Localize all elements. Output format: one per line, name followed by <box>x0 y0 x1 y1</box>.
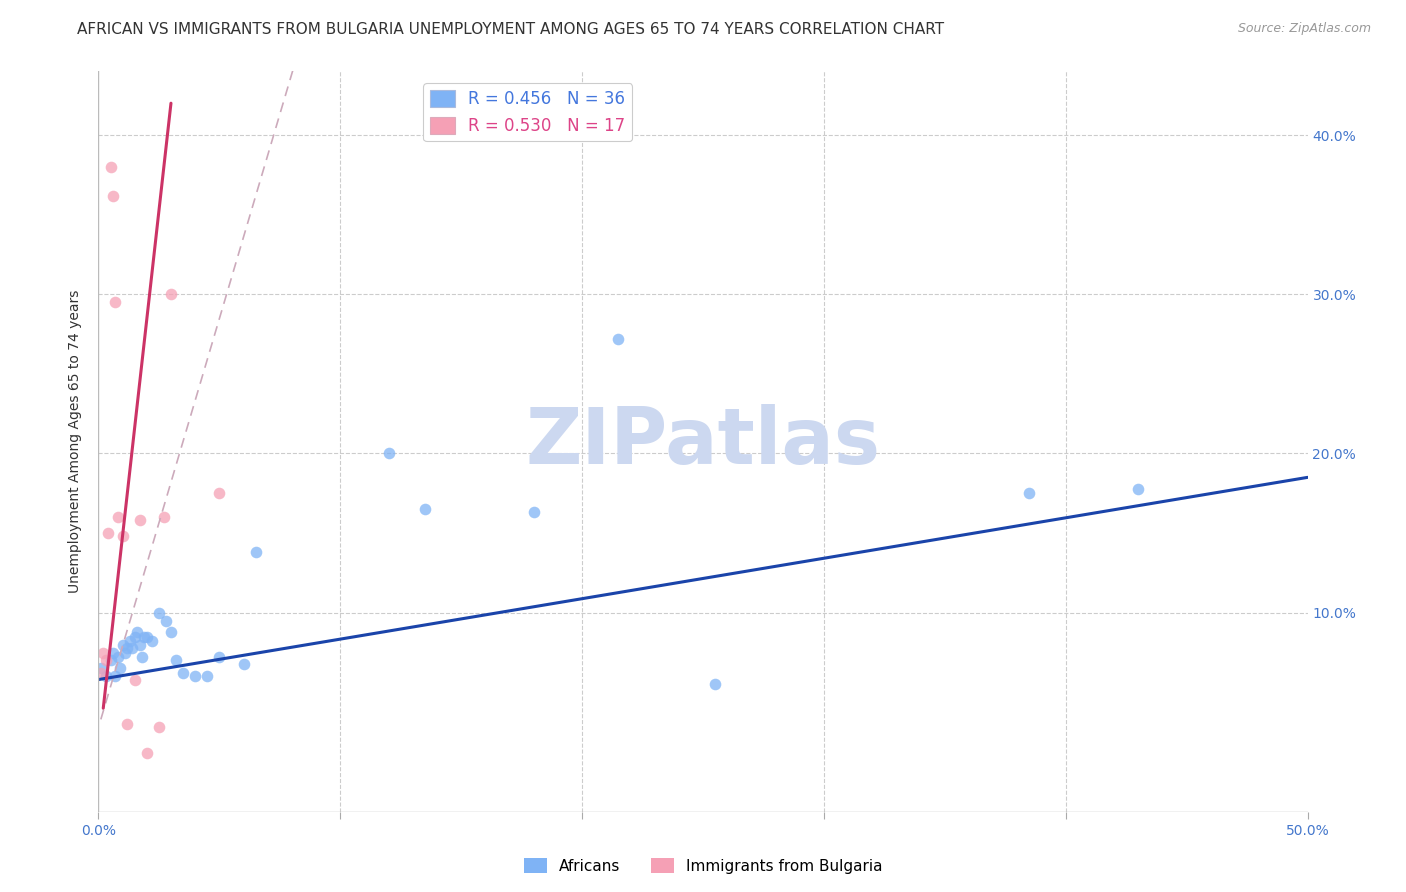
Point <box>208 650 231 665</box>
Point <box>155 614 177 628</box>
Point <box>184 669 207 683</box>
Point <box>141 634 163 648</box>
Point <box>232 657 254 671</box>
Text: AFRICAN VS IMMIGRANTS FROM BULGARIA UNEMPLOYMENT AMONG AGES 65 TO 74 YEARS CORRE: AFRICAN VS IMMIGRANTS FROM BULGARIA UNEM… <box>77 22 945 37</box>
Point <box>704 677 727 691</box>
Point <box>101 646 124 660</box>
Point <box>135 630 157 644</box>
Point <box>118 634 141 648</box>
Point <box>1018 486 1040 500</box>
Point <box>111 638 134 652</box>
Point <box>107 510 129 524</box>
Point <box>108 661 131 675</box>
Point <box>152 510 174 524</box>
Point <box>208 486 231 500</box>
Point <box>523 505 546 519</box>
Point <box>104 295 127 310</box>
Point <box>117 717 139 731</box>
Point <box>148 606 170 620</box>
Point <box>134 630 156 644</box>
Point <box>607 332 630 346</box>
Point <box>100 653 122 667</box>
Point <box>165 653 187 667</box>
Point <box>195 669 218 683</box>
Point <box>97 526 120 541</box>
Point <box>135 746 157 760</box>
Point <box>124 673 146 687</box>
Point <box>100 160 122 174</box>
Y-axis label: Unemployment Among Ages 65 to 74 years: Unemployment Among Ages 65 to 74 years <box>69 290 83 593</box>
Point <box>160 624 183 639</box>
Point <box>148 720 170 734</box>
Point <box>1128 482 1150 496</box>
Point <box>131 650 153 665</box>
Point <box>101 188 124 202</box>
Point <box>377 446 399 460</box>
Text: ZIPatlas: ZIPatlas <box>526 403 880 480</box>
Point <box>94 653 117 667</box>
Point <box>117 640 139 655</box>
Point <box>107 650 129 665</box>
Point <box>127 624 149 639</box>
Point <box>172 666 194 681</box>
Point <box>94 669 117 683</box>
Point <box>104 669 127 683</box>
Legend: R = 0.456   N = 36, R = 0.530   N = 17: R = 0.456 N = 36, R = 0.530 N = 17 <box>423 83 633 142</box>
Point <box>160 287 183 301</box>
Point <box>91 646 114 660</box>
Point <box>245 545 267 559</box>
Point <box>90 666 112 681</box>
Point <box>413 502 436 516</box>
Legend: Africans, Immigrants from Bulgaria: Africans, Immigrants from Bulgaria <box>517 852 889 880</box>
Point <box>111 529 134 543</box>
Point <box>128 638 150 652</box>
Point <box>128 513 150 527</box>
Point <box>124 630 146 644</box>
Point <box>90 661 112 675</box>
Text: Source: ZipAtlas.com: Source: ZipAtlas.com <box>1237 22 1371 36</box>
Point <box>114 646 136 660</box>
Point <box>121 640 143 655</box>
